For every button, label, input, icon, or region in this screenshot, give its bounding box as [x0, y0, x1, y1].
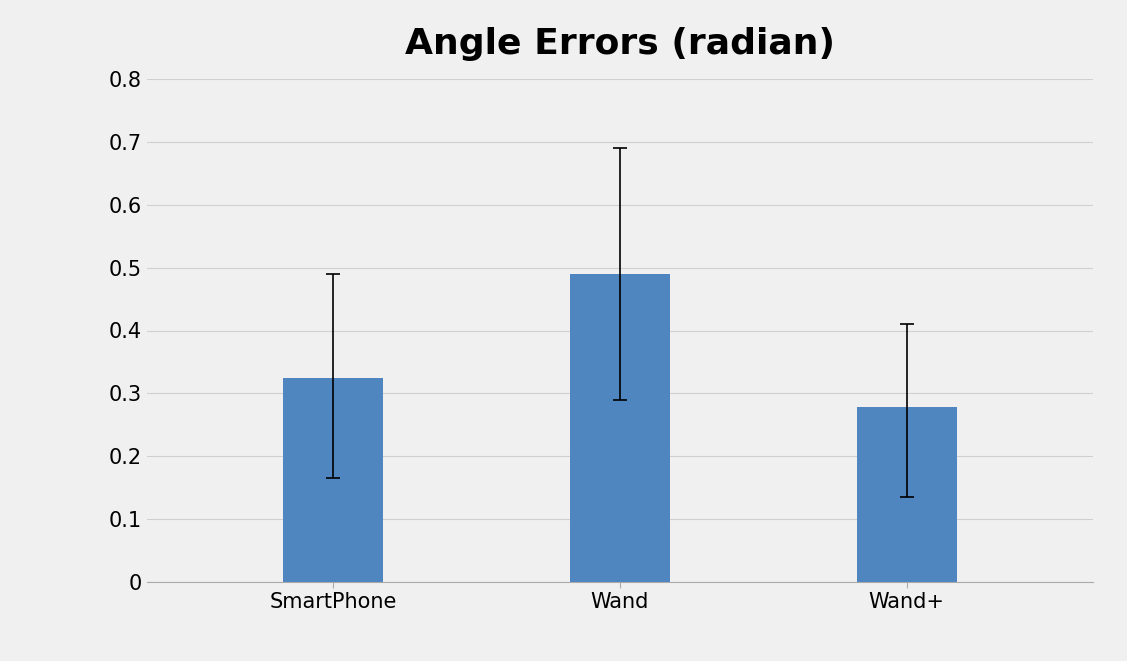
Bar: [857, 407, 957, 582]
Title: Angle Errors (radian): Angle Errors (radian): [405, 27, 835, 61]
Bar: [283, 377, 383, 582]
Bar: [569, 274, 671, 582]
